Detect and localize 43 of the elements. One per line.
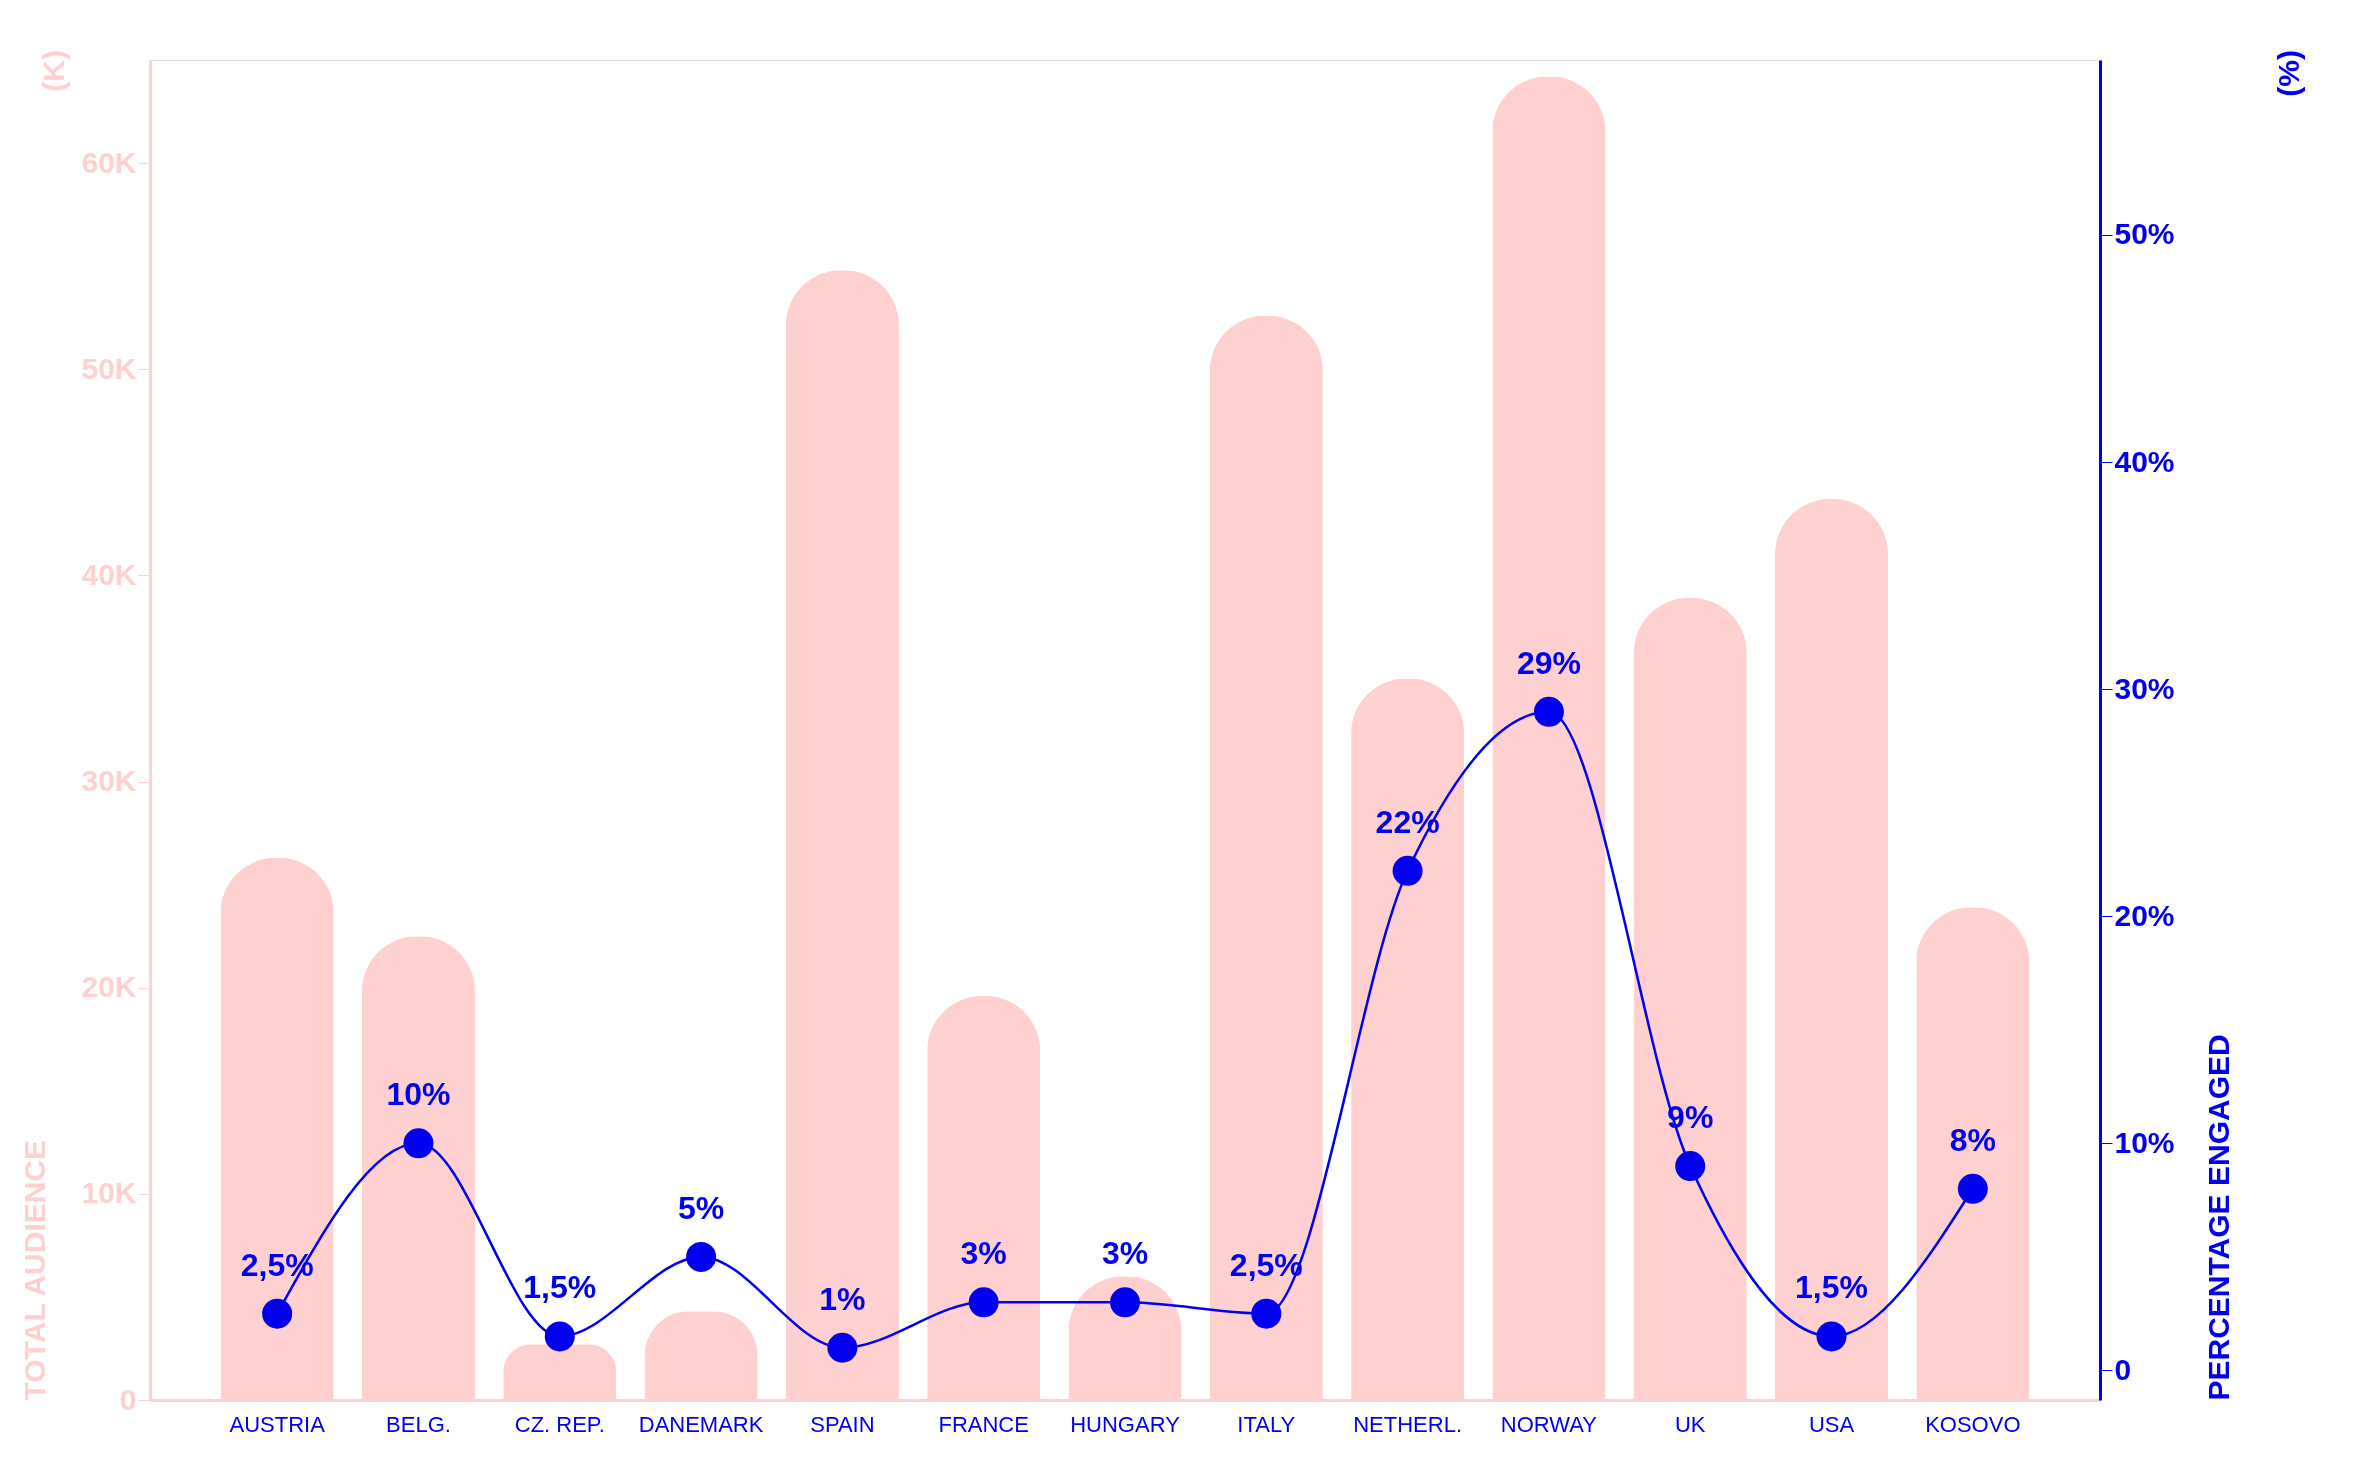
point	[1392, 855, 1423, 886]
data-label: 1,5%	[523, 1269, 597, 1306]
data-label: 3%	[960, 1235, 1007, 1272]
y2-tick-label: 0	[2114, 1352, 2132, 1386]
point	[1533, 696, 1564, 727]
x-tick-label: NETHERL.	[1353, 1411, 1463, 1437]
x-tick-label: AUSTRIA	[229, 1411, 326, 1437]
point	[544, 1321, 575, 1352]
data-label: 8%	[1949, 1121, 1996, 1158]
data-label: 1%	[819, 1280, 866, 1317]
y2-tick-label: 50%	[2114, 217, 2175, 251]
y2-tick-label: 10%	[2114, 1125, 2175, 1159]
x-tick-label: ITALY	[1237, 1411, 1296, 1437]
data-label: 5%	[677, 1189, 725, 1226]
x-tick-label: SPAIN	[810, 1411, 875, 1437]
point	[1251, 1298, 1282, 1329]
x-tick-label: BELG.	[386, 1411, 451, 1437]
x-tick-label: HUNGARY	[1070, 1411, 1181, 1437]
y2-tick-label: 30%	[2114, 671, 2175, 705]
y2-tick-label: 40%	[2114, 444, 2175, 478]
data-label: 3%	[1101, 1235, 1149, 1272]
point	[403, 1128, 434, 1159]
text: (%)	[2272, 50, 2305, 97]
point	[1957, 1173, 1988, 1204]
x-tick-label: USA	[1808, 1411, 1855, 1437]
y2-axis-title: PERCENTAGE ENGAGED	[2201, 1034, 2235, 1401]
point	[968, 1287, 999, 1318]
x-tick-label: DANEMARK	[638, 1411, 764, 1437]
y2-tick-label: 20%	[2114, 898, 2175, 932]
x-tick-label: CZ. REP.	[514, 1411, 605, 1437]
data-label: 10%	[386, 1076, 451, 1113]
x-tick-label: FRANCE	[938, 1411, 1029, 1437]
point	[1675, 1151, 1706, 1182]
data-label: 29%	[1516, 644, 1581, 681]
point	[1110, 1287, 1140, 1318]
x-tick-label: KOSOVO	[1925, 1411, 2021, 1437]
point	[262, 1298, 293, 1329]
x-tick-label: NORWAY	[1500, 1411, 1598, 1437]
x-tick-label: UK	[1674, 1411, 1706, 1437]
data-label: 1,5%	[1795, 1269, 1868, 1306]
point	[827, 1332, 858, 1363]
point	[686, 1241, 717, 1272]
point	[1816, 1321, 1847, 1352]
